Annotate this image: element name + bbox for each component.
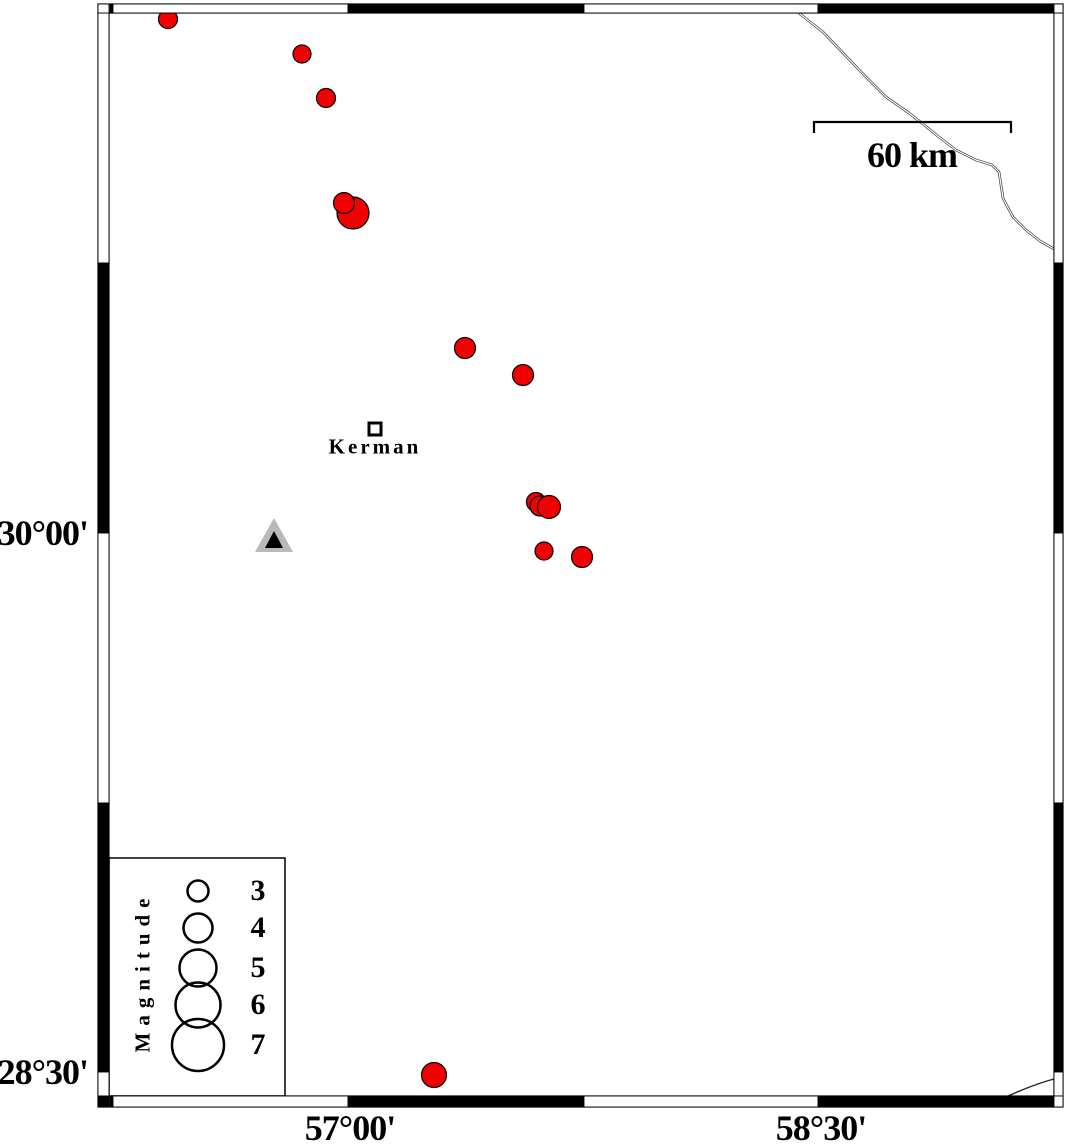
frame-cell-bottom bbox=[583, 1095, 819, 1108]
frame-cell-bottom bbox=[347, 1095, 585, 1108]
frame-corner-cell bbox=[97, 1095, 110, 1108]
legend-title: Magnitude bbox=[130, 891, 155, 1053]
earthquake-marker bbox=[453, 336, 477, 360]
scale-bar-group bbox=[812, 120, 1013, 133]
frame-cell-right bbox=[1053, 802, 1064, 1073]
legend-magnitude-circle bbox=[170, 1017, 226, 1073]
earthquake-marker bbox=[315, 87, 337, 109]
legend-box bbox=[108, 857, 286, 1097]
frame-corner-cell bbox=[97, 3, 110, 14]
earthquake-marker bbox=[536, 494, 562, 520]
frame-cell-right bbox=[1053, 532, 1064, 804]
legend-value-label: 5 bbox=[250, 951, 266, 984]
legend-value-label: 3 bbox=[250, 874, 266, 907]
frame-cell-left bbox=[97, 532, 110, 804]
road-line-corner bbox=[1007, 1078, 1055, 1097]
frame-cell-top bbox=[817, 3, 1055, 14]
axis-label-lon-58-30: 58°30' bbox=[775, 1108, 867, 1145]
earthquake-marker bbox=[292, 44, 312, 64]
frame-cell-bottom bbox=[112, 1095, 349, 1108]
frame-cell-left bbox=[97, 262, 110, 534]
road-lines-group bbox=[792, 3, 1055, 1097]
earthquake-marker bbox=[420, 1061, 448, 1089]
frame-cell-bottom bbox=[817, 1095, 1055, 1108]
city-marker-group bbox=[367, 421, 383, 437]
legend-magnitude-circle bbox=[174, 981, 222, 1029]
frame-corner-cell bbox=[1053, 3, 1064, 14]
earthquake-marker bbox=[332, 191, 356, 215]
city-label: Kerman bbox=[328, 434, 422, 459]
frame-cell-right bbox=[1053, 1071, 1064, 1097]
earthquake-marker bbox=[534, 541, 554, 561]
map-frame-group bbox=[97, 3, 1064, 1108]
axis-label-lat-30: 30°00' bbox=[0, 513, 89, 553]
road-line-outer bbox=[792, 3, 1055, 251]
legend-value-label: 6 bbox=[250, 988, 266, 1021]
legend-value-label: 4 bbox=[250, 911, 266, 944]
frame-cell-top bbox=[583, 3, 819, 14]
legend-value-label: 7 bbox=[250, 1028, 266, 1061]
frame-cell-top bbox=[347, 3, 585, 14]
city-square-marker bbox=[367, 421, 383, 437]
road-line-inner bbox=[793, 3, 1055, 250]
legend-magnitude-circle bbox=[182, 912, 214, 944]
earthquake-markers-group bbox=[157, 8, 594, 1089]
axis-label-lon-57: 57°00' bbox=[304, 1108, 396, 1145]
frame-cell-right bbox=[1053, 12, 1064, 264]
legend-magnitude-circle bbox=[178, 948, 218, 988]
frame-cell-left bbox=[97, 802, 110, 1073]
station-marker-group bbox=[255, 518, 293, 552]
frame-corner-cell bbox=[1053, 1095, 1064, 1108]
axis-label-lat-28-30: 28°30' bbox=[0, 1052, 89, 1092]
station-triangle-inner bbox=[265, 531, 283, 548]
frame-cell-left bbox=[97, 1071, 110, 1097]
scale-bar-label: 60 km bbox=[866, 135, 958, 175]
legend-magnitude-circle bbox=[186, 879, 210, 903]
legend-group bbox=[108, 857, 286, 1097]
earthquake-marker bbox=[511, 363, 535, 387]
frame-cell-right bbox=[1053, 262, 1064, 534]
frame-cell-left bbox=[97, 12, 110, 264]
frame-cell-top bbox=[112, 3, 349, 14]
earthquake-marker bbox=[570, 545, 594, 569]
scale-bar-bracket bbox=[812, 120, 1013, 133]
